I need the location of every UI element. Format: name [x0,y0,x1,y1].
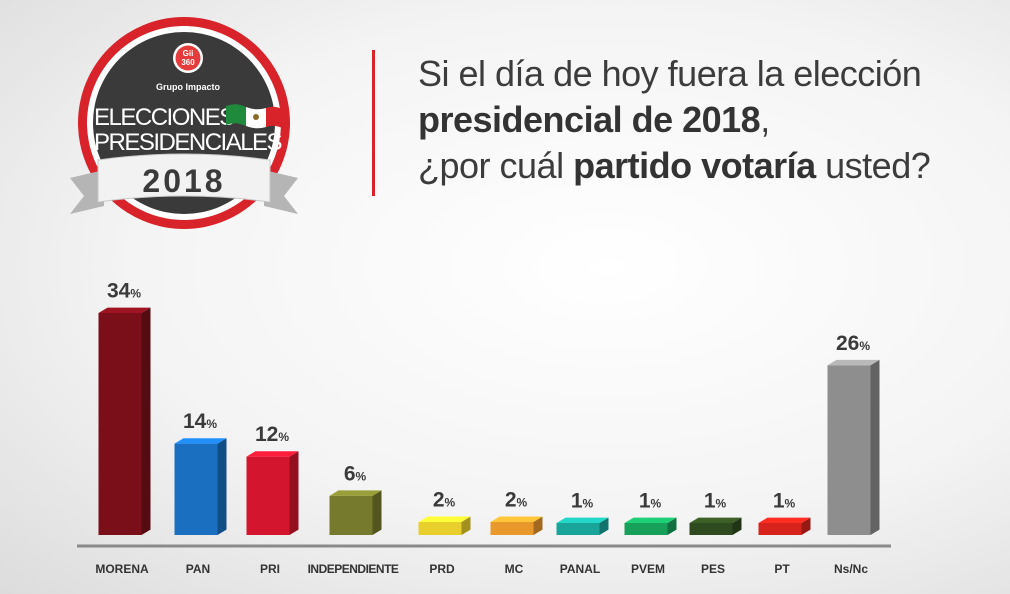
bar-independiente [329,490,382,535]
bar-side-morena [141,307,151,535]
category-label-pes: PES [701,562,725,576]
bar-pvem [624,517,677,535]
bar-pt [758,517,811,535]
logo-year: 2018 [142,163,225,199]
bar-ns-nc [827,359,880,535]
category-label-morena: MORENA [95,562,149,576]
title-line-3-post: usted? [815,145,931,186]
bar-top-pvem [624,517,677,523]
bar-top-morena [98,307,151,313]
category-label-mc: MC [505,562,524,576]
bar-pri [246,451,299,535]
title-divider [372,50,375,196]
value-label-prd: 2% [433,489,456,512]
category-label-pan: PAN [186,562,210,576]
badge-line-2: 360 [181,58,195,67]
bar-front-pt [758,523,802,535]
bar-side-pan [217,438,227,535]
value-label-pri: 12% [255,423,289,446]
category-label-pt: PT [774,562,790,576]
bar-top-mc [490,516,543,522]
bar-side-pes [732,517,742,535]
category-label-pvem: PVEM [631,562,665,576]
bar-chart: 34% MORENA 14% PAN 12% PRI 6% INDEPENDIENTE 2% PR… [77,280,891,576]
logo-ribbon [70,153,298,214]
bar-top-independiente [329,490,382,496]
value-label-pt: 1% [773,490,796,513]
bar-pes [689,517,742,535]
logo-line-2: PRESIDENCIALES [94,129,282,156]
value-label-pes: 1% [704,490,727,513]
bar-front-mc [490,521,534,535]
category-label-prd: PRD [429,562,455,576]
title-line-2-bold: presidencial de 2018 [418,99,761,140]
election-logo: Gii 360 Grupo Impacto ELECCIONES PRESIDE… [70,17,298,229]
category-label-pri: PRI [260,562,280,576]
bar-side-ns-nc [870,359,880,535]
title-line-3-pre: ¿por cuál [418,145,574,186]
bar-top-panal [556,517,609,523]
bar-side-pt [801,517,811,535]
bar-front-ns-nc [827,365,871,535]
category-label-panal: PANAL [560,562,600,576]
bar-side-pri [289,451,299,535]
title-line-3: ¿por cuál partido votaría usted? [418,145,931,187]
value-label-pvem: 1% [639,490,662,513]
bar-front-panal [556,523,600,535]
category-label-independiente: INDEPENDIENTE [308,562,399,576]
logo-brand: Grupo Impacto [156,82,221,92]
bar-front-morena [98,313,142,535]
bar-morena [98,307,151,535]
bar-prd [418,516,471,535]
bar-top-ns-nc [827,359,880,366]
bar-top-pri [246,451,299,457]
title-line-2-tail: , [760,99,770,140]
gii-360-badge: Gii 360 [173,43,203,73]
bar-side-prd [461,516,471,535]
bar-side-pvem [667,517,677,535]
bar-front-prd [418,521,462,535]
bar-top-pes [689,517,742,523]
value-label-ns-nc: 26% [836,332,870,355]
bar-side-independiente [372,490,382,535]
value-label-morena: 34% [107,280,141,303]
value-label-panal: 1% [571,490,594,513]
title-line-2: presidencial de 2018, [418,99,770,141]
bar-front-pes [689,523,733,535]
value-label-mc: 2% [505,489,528,512]
title-line-3-bold: partido votaría [573,145,816,186]
logo-line-1: ELECCIONES [94,104,234,131]
badge-line-1: Gii [183,49,194,58]
bar-top-pan [174,438,227,444]
title-line-1: Si el día de hoy fuera la elección [418,53,922,94]
bar-panal [556,517,609,535]
mexico-flag-icon [226,104,282,129]
bar-side-mc [533,516,543,535]
bar-top-prd [418,516,471,522]
bar-front-independiente [329,495,373,535]
value-label-pan: 14% [183,410,217,433]
value-label-independiente: 6% [344,462,367,485]
category-label-ns-nc: Ns/Nc [834,562,868,576]
bar-front-pri [246,456,290,535]
bar-side-panal [599,517,609,535]
bar-front-pvem [624,523,668,535]
bar-front-pan [174,443,218,535]
bar-top-pt [758,517,811,523]
bar-pan [174,438,227,535]
bar-mc [490,516,543,535]
chart-title: Si el día de hoy fuera la elección presi… [372,50,1002,196]
